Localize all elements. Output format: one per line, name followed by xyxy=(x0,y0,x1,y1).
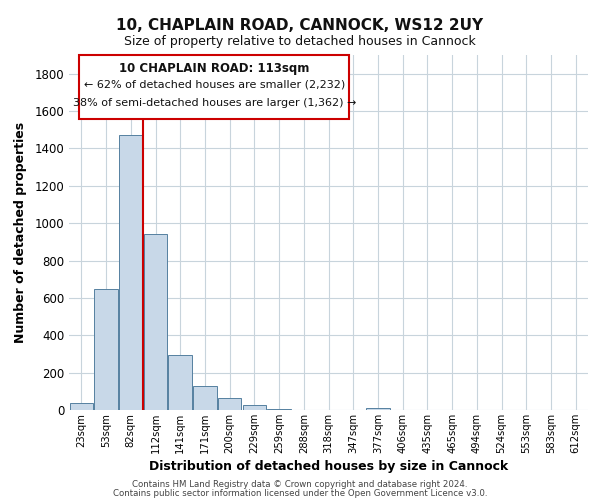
Text: 10, CHAPLAIN ROAD, CANNOCK, WS12 2UY: 10, CHAPLAIN ROAD, CANNOCK, WS12 2UY xyxy=(116,18,484,32)
Text: Size of property relative to detached houses in Cannock: Size of property relative to detached ho… xyxy=(124,35,476,48)
Bar xyxy=(242,406,266,410)
Bar xyxy=(193,386,217,410)
Bar xyxy=(119,136,143,410)
Bar xyxy=(94,288,118,410)
Text: 10 CHAPLAIN ROAD: 113sqm: 10 CHAPLAIN ROAD: 113sqm xyxy=(119,62,310,75)
Text: ← 62% of detached houses are smaller (2,232): ← 62% of detached houses are smaller (2,… xyxy=(83,80,345,90)
Bar xyxy=(169,355,192,410)
Y-axis label: Number of detached properties: Number of detached properties xyxy=(14,122,28,343)
Bar xyxy=(268,409,291,410)
FancyBboxPatch shape xyxy=(79,55,349,119)
X-axis label: Distribution of detached houses by size in Cannock: Distribution of detached houses by size … xyxy=(149,460,508,473)
Bar xyxy=(366,408,389,410)
Bar xyxy=(70,402,93,410)
Text: Contains HM Land Registry data © Crown copyright and database right 2024.: Contains HM Land Registry data © Crown c… xyxy=(132,480,468,489)
Text: 38% of semi-detached houses are larger (1,362) →: 38% of semi-detached houses are larger (… xyxy=(73,98,356,108)
Text: Contains public sector information licensed under the Open Government Licence v3: Contains public sector information licen… xyxy=(113,489,487,498)
Bar xyxy=(144,234,167,410)
Bar xyxy=(218,398,241,410)
